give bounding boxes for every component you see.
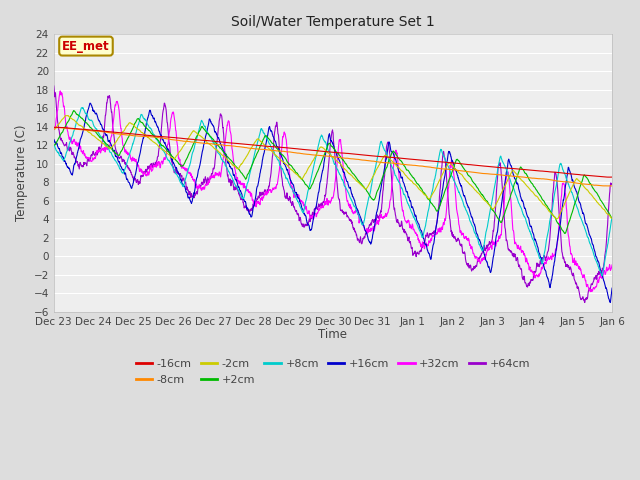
+16cm	[305, 222, 312, 228]
-16cm	[364, 153, 372, 158]
Line: +8cm: +8cm	[54, 108, 612, 276]
+8cm	[50, 143, 58, 148]
+64cm	[469, 266, 477, 272]
+64cm	[607, 181, 615, 187]
-2cm	[62, 113, 70, 119]
+64cm	[50, 83, 58, 89]
+2cm	[561, 230, 569, 236]
+64cm	[608, 181, 616, 187]
-8cm	[557, 179, 564, 184]
+2cm	[541, 199, 548, 205]
-8cm	[607, 183, 615, 189]
+32cm	[305, 209, 312, 215]
+32cm	[541, 262, 548, 267]
-8cm	[51, 125, 58, 131]
+8cm	[557, 161, 564, 167]
-2cm	[50, 127, 58, 132]
+2cm	[70, 108, 77, 113]
+16cm	[557, 219, 564, 225]
-8cm	[469, 169, 477, 175]
-16cm	[541, 168, 548, 174]
X-axis label: Time: Time	[319, 328, 348, 341]
Line: +64cm: +64cm	[54, 86, 612, 302]
Text: EE_met: EE_met	[62, 39, 110, 53]
+8cm	[598, 273, 605, 278]
+32cm	[50, 126, 58, 132]
-16cm	[608, 174, 616, 180]
-16cm	[608, 174, 616, 180]
-2cm	[541, 203, 548, 208]
+2cm	[50, 142, 58, 148]
Line: -2cm: -2cm	[54, 116, 612, 219]
Title: Soil/Water Temperature Set 1: Soil/Water Temperature Set 1	[231, 15, 435, 29]
+32cm	[56, 88, 64, 94]
Line: -16cm: -16cm	[54, 127, 612, 177]
+16cm	[608, 285, 616, 291]
+8cm	[78, 105, 86, 110]
+16cm	[86, 100, 94, 106]
Y-axis label: Temperature (C): Temperature (C)	[15, 125, 28, 221]
+64cm	[540, 253, 548, 259]
-16cm	[50, 124, 58, 130]
+64cm	[305, 220, 312, 226]
-16cm	[606, 174, 614, 180]
-8cm	[50, 125, 58, 131]
Legend: -16cm, -8cm, -2cm, +2cm, +8cm, +16cm, +32cm, +64cm: -16cm, -8cm, -2cm, +2cm, +8cm, +16cm, +3…	[131, 355, 534, 389]
+8cm	[541, 250, 548, 255]
+8cm	[305, 186, 312, 192]
+32cm	[608, 262, 616, 268]
+8cm	[364, 200, 372, 206]
-2cm	[364, 184, 372, 190]
+16cm	[607, 300, 614, 305]
-2cm	[608, 216, 616, 221]
-16cm	[557, 170, 564, 176]
-2cm	[557, 209, 564, 215]
+64cm	[364, 230, 371, 236]
-8cm	[305, 152, 312, 157]
-8cm	[541, 176, 548, 182]
-8cm	[608, 183, 616, 189]
+16cm	[50, 136, 58, 142]
-2cm	[305, 165, 312, 170]
+32cm	[557, 204, 564, 209]
+64cm	[556, 225, 564, 230]
+16cm	[469, 218, 477, 224]
+16cm	[364, 234, 372, 240]
-16cm	[52, 124, 60, 130]
+2cm	[608, 215, 616, 221]
-16cm	[305, 147, 312, 153]
-2cm	[553, 216, 561, 222]
-8cm	[364, 158, 372, 164]
+2cm	[608, 215, 616, 221]
+2cm	[469, 179, 477, 185]
-2cm	[469, 185, 477, 191]
+16cm	[608, 287, 616, 293]
+2cm	[305, 185, 312, 191]
Line: +16cm: +16cm	[54, 103, 612, 302]
Line: +32cm: +32cm	[54, 91, 612, 292]
+32cm	[469, 250, 477, 256]
+8cm	[469, 224, 477, 230]
Line: +2cm: +2cm	[54, 110, 612, 233]
+32cm	[587, 289, 595, 295]
+8cm	[608, 215, 616, 221]
+8cm	[608, 215, 616, 221]
-16cm	[469, 162, 477, 168]
+32cm	[364, 230, 372, 236]
+64cm	[580, 300, 588, 305]
-2cm	[608, 216, 616, 221]
+2cm	[557, 224, 564, 229]
-8cm	[608, 183, 616, 189]
+32cm	[608, 264, 616, 269]
Line: -8cm: -8cm	[54, 128, 612, 186]
+16cm	[541, 266, 548, 272]
+2cm	[364, 189, 372, 195]
